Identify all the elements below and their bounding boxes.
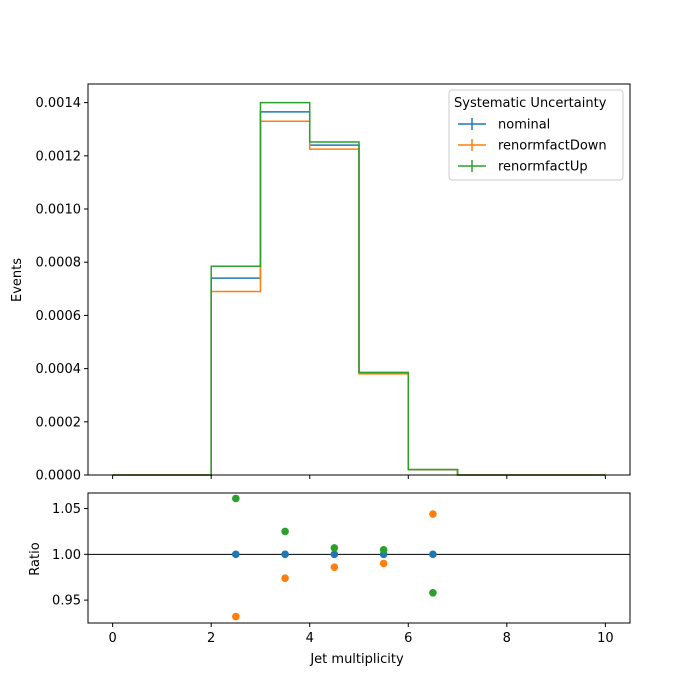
ratio-point-renormfactdown	[232, 612, 240, 621]
ratio-xtick-label: 10	[597, 631, 614, 646]
ratio-point-nominal	[429, 550, 437, 559]
ratio-yaxis: 0.95 1.00 1.05	[52, 502, 88, 609]
legend-title: Systematic Uncertainty	[454, 96, 607, 111]
ratio-point-renormfactdown	[429, 510, 437, 518]
top-ytick-label: 0.0002	[36, 415, 82, 430]
top-ytick-label: 0.0000	[36, 469, 82, 484]
top-ylabel: Events	[10, 258, 25, 302]
legend-label: renormfactDown	[498, 139, 607, 154]
legend-label: nominal	[498, 118, 550, 133]
ratio-xtick-label: 4	[306, 631, 314, 646]
ratio-point-renormfactup	[379, 545, 388, 554]
ratio-xaxis: 0 2 4 6 8 10	[108, 623, 614, 646]
top-ytick-label: 0.0014	[36, 96, 82, 111]
top-ytick-label: 0.0004	[36, 362, 82, 377]
ratio-xtick-label: 0	[108, 631, 116, 646]
xaxis-label: Jet multiplicity	[309, 652, 404, 667]
legend: Systematic Uncertainty nominal renormfact…	[448, 89, 624, 181]
legend-box	[448, 89, 624, 181]
top-ytick-label: 0.0012	[36, 149, 82, 164]
ratio-plot-frame	[87, 492, 631, 624]
top-panel: 0.0000 0.0002 0.0004 0.0006 0.0008 0.0010 0.00…	[10, 83, 631, 484]
top-yaxis: 0.0000 0.0002 0.0004 0.0006 0.0008 0.0010 0.00…	[36, 96, 88, 484]
ratio-xtick-label: 2	[207, 631, 215, 646]
ratio-point-renormfactup	[330, 544, 339, 552]
ratio-point-nominal	[330, 550, 339, 559]
legend-entry-renormfactup: renormfactUp	[458, 160, 588, 175]
top-ytick-label: 0.0006	[36, 309, 82, 324]
ratio-ylabel: Ratio	[28, 542, 43, 575]
ratio-ytick-label: 0.95	[52, 594, 81, 609]
ratio-panel: 0.95 1.00 1.05 0 2 4 6 8 10 Ratio Jet multiplic…	[28, 492, 631, 667]
legend-label: renormfactUp	[498, 160, 588, 175]
ratio-xtick-label: 8	[503, 631, 511, 646]
ratio-point-nominal	[232, 550, 240, 559]
legend-entry-renormfactdown: renormfactDown	[458, 139, 607, 154]
ratio-points-layer	[232, 494, 437, 621]
ratio-ytick-label: 1.00	[52, 548, 81, 563]
top-ytick-label: 0.0010	[36, 203, 82, 218]
ratio-point-renormfactup	[281, 527, 289, 536]
ratio-xtick-label: 6	[404, 631, 412, 646]
ratio-point-renormfactdown	[281, 574, 289, 582]
ratio-ytick-label: 1.05	[52, 502, 81, 517]
legend-entry-nominal: nominal	[458, 118, 550, 133]
top-ytick-label: 0.0008	[36, 256, 82, 271]
ratio-point-nominal	[281, 550, 289, 559]
ratio-point-renormfactdown	[330, 563, 339, 571]
top-xaxis	[112, 475, 606, 479]
top-plot-frame	[87, 83, 631, 476]
ratio-point-renormfactup	[429, 588, 437, 597]
ratio-point-renormfactup	[232, 494, 240, 503]
ratio-point-renormfactdown	[379, 559, 388, 568]
